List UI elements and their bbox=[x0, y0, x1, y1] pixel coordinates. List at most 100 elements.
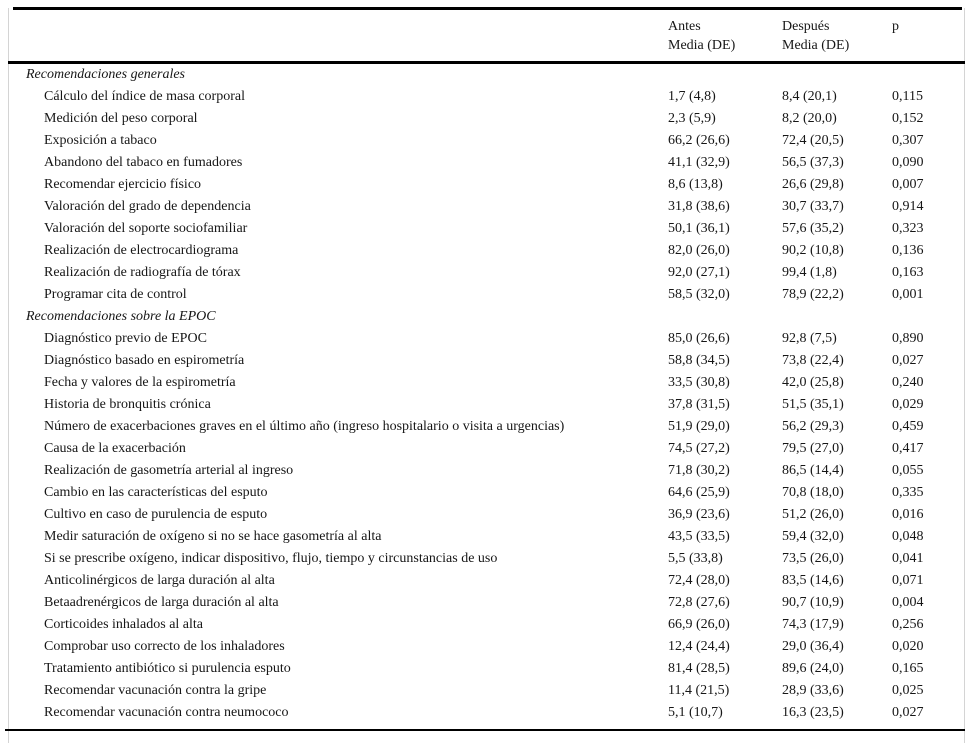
cell-despues: 16,3 (23,5) bbox=[782, 705, 844, 720]
row-label: Recomendar vacunación contra neumococo bbox=[44, 705, 289, 720]
cell-despues: 70,8 (18,0) bbox=[782, 485, 844, 500]
table-row: Realización de radiografía de tórax 92,0… bbox=[8, 262, 965, 284]
cell-p: 0,163 bbox=[892, 265, 924, 280]
table-row: Valoración del grado de dependencia 31,8… bbox=[8, 196, 965, 218]
section-title: Recomendaciones sobre la EPOC bbox=[26, 309, 216, 324]
table-row: Cultivo en caso de purulencia de esputo … bbox=[8, 504, 965, 526]
cell-despues: 78,9 (22,2) bbox=[782, 287, 844, 302]
cell-p: 0,055 bbox=[892, 463, 924, 478]
cell-antes: 50,1 (36,1) bbox=[668, 221, 730, 236]
table-row: Anticolinérgicos de larga duración al al… bbox=[8, 570, 965, 592]
table-row: Recomendar vacunación contra la gripe 11… bbox=[8, 680, 965, 702]
cell-p: 0,016 bbox=[892, 507, 924, 522]
row-label: Cultivo en caso de purulencia de esputo bbox=[44, 507, 268, 522]
page-left-edge bbox=[8, 8, 9, 743]
table-row: Cálculo del índice de masa corporal 1,7 … bbox=[8, 86, 965, 108]
table-row: Realización de electrocardiograma 82,0 (… bbox=[8, 240, 965, 262]
cell-p: 0,001 bbox=[892, 287, 924, 302]
cell-antes: 72,4 (28,0) bbox=[668, 573, 730, 588]
row-label: Recomendar ejercicio físico bbox=[44, 177, 202, 192]
table-row: Realización de gasometría arterial al in… bbox=[8, 460, 965, 482]
cell-despues: 51,5 (35,1) bbox=[782, 397, 844, 412]
cell-despues: 56,5 (37,3) bbox=[782, 155, 844, 170]
cell-antes: 58,8 (34,5) bbox=[668, 353, 730, 368]
cell-despues: 59,4 (32,0) bbox=[782, 529, 844, 544]
table-row: Programar cita de control 58,5 (32,0) 78… bbox=[8, 284, 965, 306]
cell-despues: 99,4 (1,8) bbox=[782, 265, 837, 280]
table-row: Historia de bronquitis crónica 37,8 (31,… bbox=[8, 394, 965, 416]
cell-antes: 71,8 (30,2) bbox=[668, 463, 730, 478]
header-despues: Después Media (DE) bbox=[782, 10, 892, 64]
cell-p: 0,914 bbox=[892, 199, 924, 214]
cell-p: 0,417 bbox=[892, 441, 924, 456]
cell-antes: 72,8 (27,6) bbox=[668, 595, 730, 610]
cell-despues: 79,5 (27,0) bbox=[782, 441, 844, 456]
cell-p: 0,025 bbox=[892, 683, 924, 698]
cell-despues: 8,4 (20,1) bbox=[782, 89, 837, 104]
cell-antes: 66,9 (26,0) bbox=[668, 617, 730, 632]
table-row: Número de exacerbaciones graves en el úl… bbox=[8, 416, 965, 438]
cell-p: 0,890 bbox=[892, 331, 924, 346]
cell-p: 0,335 bbox=[892, 485, 924, 500]
header-antes: Antes Media (DE) bbox=[668, 10, 782, 64]
cell-antes: 12,4 (24,4) bbox=[668, 639, 730, 654]
cell-antes: 31,8 (38,6) bbox=[668, 199, 730, 214]
table-row: Abandono del tabaco en fumadores 41,1 (3… bbox=[8, 152, 965, 174]
row-label: Realización de electrocardiograma bbox=[44, 243, 239, 258]
table-row: Valoración del soporte sociofamiliar 50,… bbox=[8, 218, 965, 240]
cell-antes: 1,7 (4,8) bbox=[668, 89, 716, 104]
cell-p: 0,004 bbox=[892, 595, 924, 610]
row-label: Valoración del soporte sociofamiliar bbox=[44, 221, 248, 236]
row-label: Fecha y valores de la espirometría bbox=[44, 375, 236, 390]
row-label: Recomendar vacunación contra la gripe bbox=[44, 683, 267, 698]
row-label: Si se prescribe oxígeno, indicar disposi… bbox=[44, 551, 498, 566]
header-p: p bbox=[892, 10, 965, 64]
cell-despues: 28,9 (33,6) bbox=[782, 683, 844, 698]
table-body: Recomendaciones generales Cálculo del ín… bbox=[8, 63, 965, 725]
row-label: Programar cita de control bbox=[44, 287, 187, 302]
cell-despues: 72,4 (20,5) bbox=[782, 133, 844, 148]
row-label: Medición del peso corporal bbox=[44, 111, 198, 126]
row-label: Cálculo del índice de masa corporal bbox=[44, 89, 245, 104]
section-title: Recomendaciones generales bbox=[26, 67, 185, 82]
table-row: Cambio en las características del esputo… bbox=[8, 482, 965, 504]
cell-p: 0,256 bbox=[892, 617, 924, 632]
cell-despues: 74,3 (17,9) bbox=[782, 617, 844, 632]
cell-antes: 41,1 (32,9) bbox=[668, 155, 730, 170]
table-bottom-rule bbox=[5, 729, 965, 731]
cell-despues: 51,2 (26,0) bbox=[782, 507, 844, 522]
cell-antes: 82,0 (26,0) bbox=[668, 243, 730, 258]
row-label: Realización de gasometría arterial al in… bbox=[44, 463, 294, 478]
cell-p: 0,071 bbox=[892, 573, 924, 588]
cell-p: 0,136 bbox=[892, 243, 924, 258]
table-top-rule bbox=[13, 7, 962, 10]
table-header: Antes Media (DE) Después Media (DE) p bbox=[8, 10, 965, 64]
cell-p: 0,165 bbox=[892, 661, 924, 676]
table-row: Exposición a tabaco 66,2 (26,6) 72,4 (20… bbox=[8, 130, 965, 152]
table-row: Recomendar ejercicio físico 8,6 (13,8) 2… bbox=[8, 174, 965, 196]
header-despues-line1: Después bbox=[782, 19, 830, 34]
cell-antes: 8,6 (13,8) bbox=[668, 177, 723, 192]
row-label: Betaadrenérgicos de larga duración al al… bbox=[44, 595, 279, 610]
table-row: Si se prescribe oxígeno, indicar disposi… bbox=[8, 548, 965, 570]
cell-p: 0,090 bbox=[892, 155, 924, 170]
row-label: Exposición a tabaco bbox=[44, 133, 157, 148]
table-row: Betaadrenérgicos de larga duración al al… bbox=[8, 592, 965, 614]
page-right-edge bbox=[964, 8, 965, 743]
cell-antes: 92,0 (27,1) bbox=[668, 265, 730, 280]
cell-despues: 42,0 (25,8) bbox=[782, 375, 844, 390]
header-despues-line2: Media (DE) bbox=[782, 38, 850, 53]
table-row: Causa de la exacerbación 74,5 (27,2) 79,… bbox=[8, 438, 965, 460]
table-row: Recomendar vacunación contra neumococo 5… bbox=[8, 702, 965, 724]
row-label: Medir saturación de oxígeno si no se hac… bbox=[44, 529, 382, 544]
cell-p: 0,323 bbox=[892, 221, 924, 236]
row-label: Anticolinérgicos de larga duración al al… bbox=[44, 573, 275, 588]
cell-antes: 66,2 (26,6) bbox=[668, 133, 730, 148]
header-antes-line1: Antes bbox=[668, 19, 701, 34]
row-label: Cambio en las características del esputo bbox=[44, 485, 268, 500]
row-label: Diagnóstico basado en espirometría bbox=[44, 353, 245, 368]
cell-antes: 58,5 (32,0) bbox=[668, 287, 730, 302]
row-label: Abandono del tabaco en fumadores bbox=[44, 155, 243, 170]
cell-despues: 8,2 (20,0) bbox=[782, 111, 837, 126]
cell-antes: 74,5 (27,2) bbox=[668, 441, 730, 456]
